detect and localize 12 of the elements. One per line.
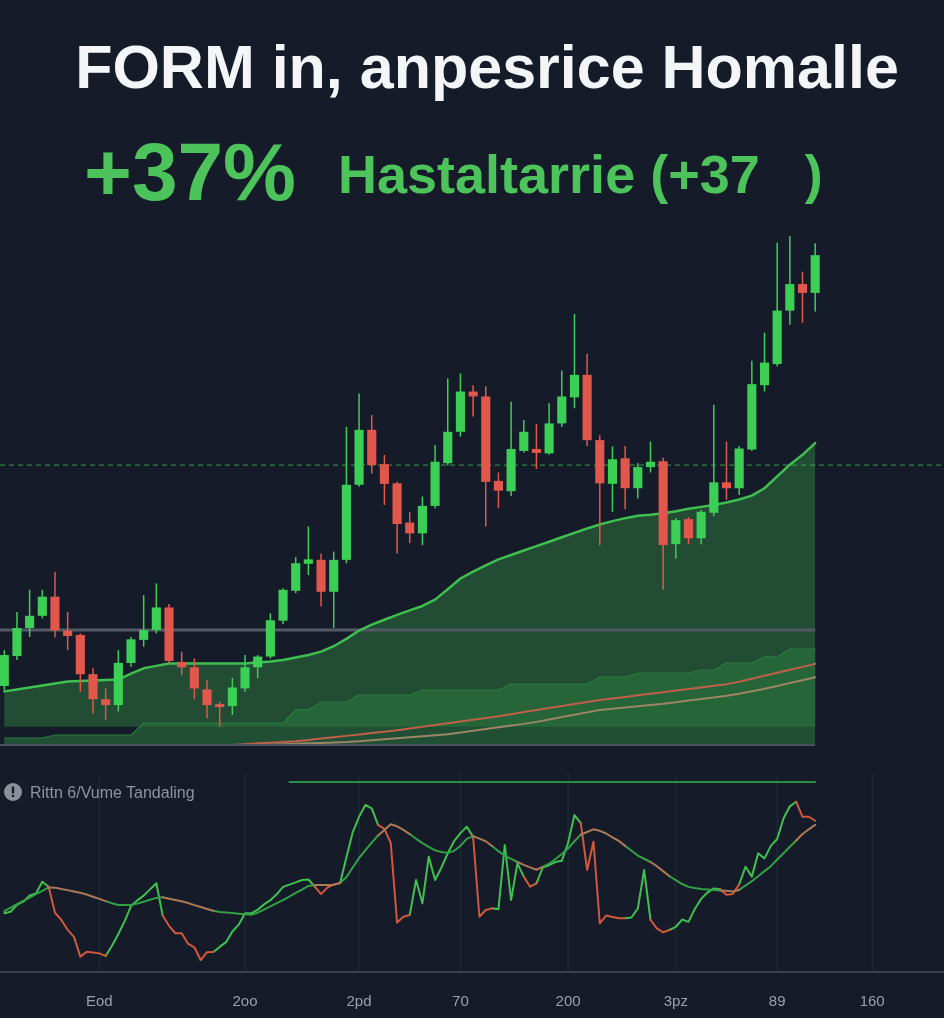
- x-tick-label: 2oo: [232, 992, 258, 1009]
- chart-title: Rittn 6/Vume Tandaling: [30, 784, 195, 801]
- text: +37%: [84, 126, 297, 217]
- chart-title: FORM in, anpesrice Homalle: [75, 33, 899, 101]
- x-tick-label: 160: [859, 992, 885, 1009]
- x-tick-label: 70: [452, 992, 469, 1009]
- x-tick-label: 3pz: [663, 992, 688, 1009]
- x-tick-label: 2pd: [346, 992, 372, 1009]
- x-tick-label: Eod: [85, 992, 113, 1009]
- chart-subtitle: Hastaltarrie (+37 ): [338, 144, 823, 204]
- x-tick-label: 200: [555, 992, 581, 1009]
- x-tick-label: 89: [768, 992, 786, 1009]
